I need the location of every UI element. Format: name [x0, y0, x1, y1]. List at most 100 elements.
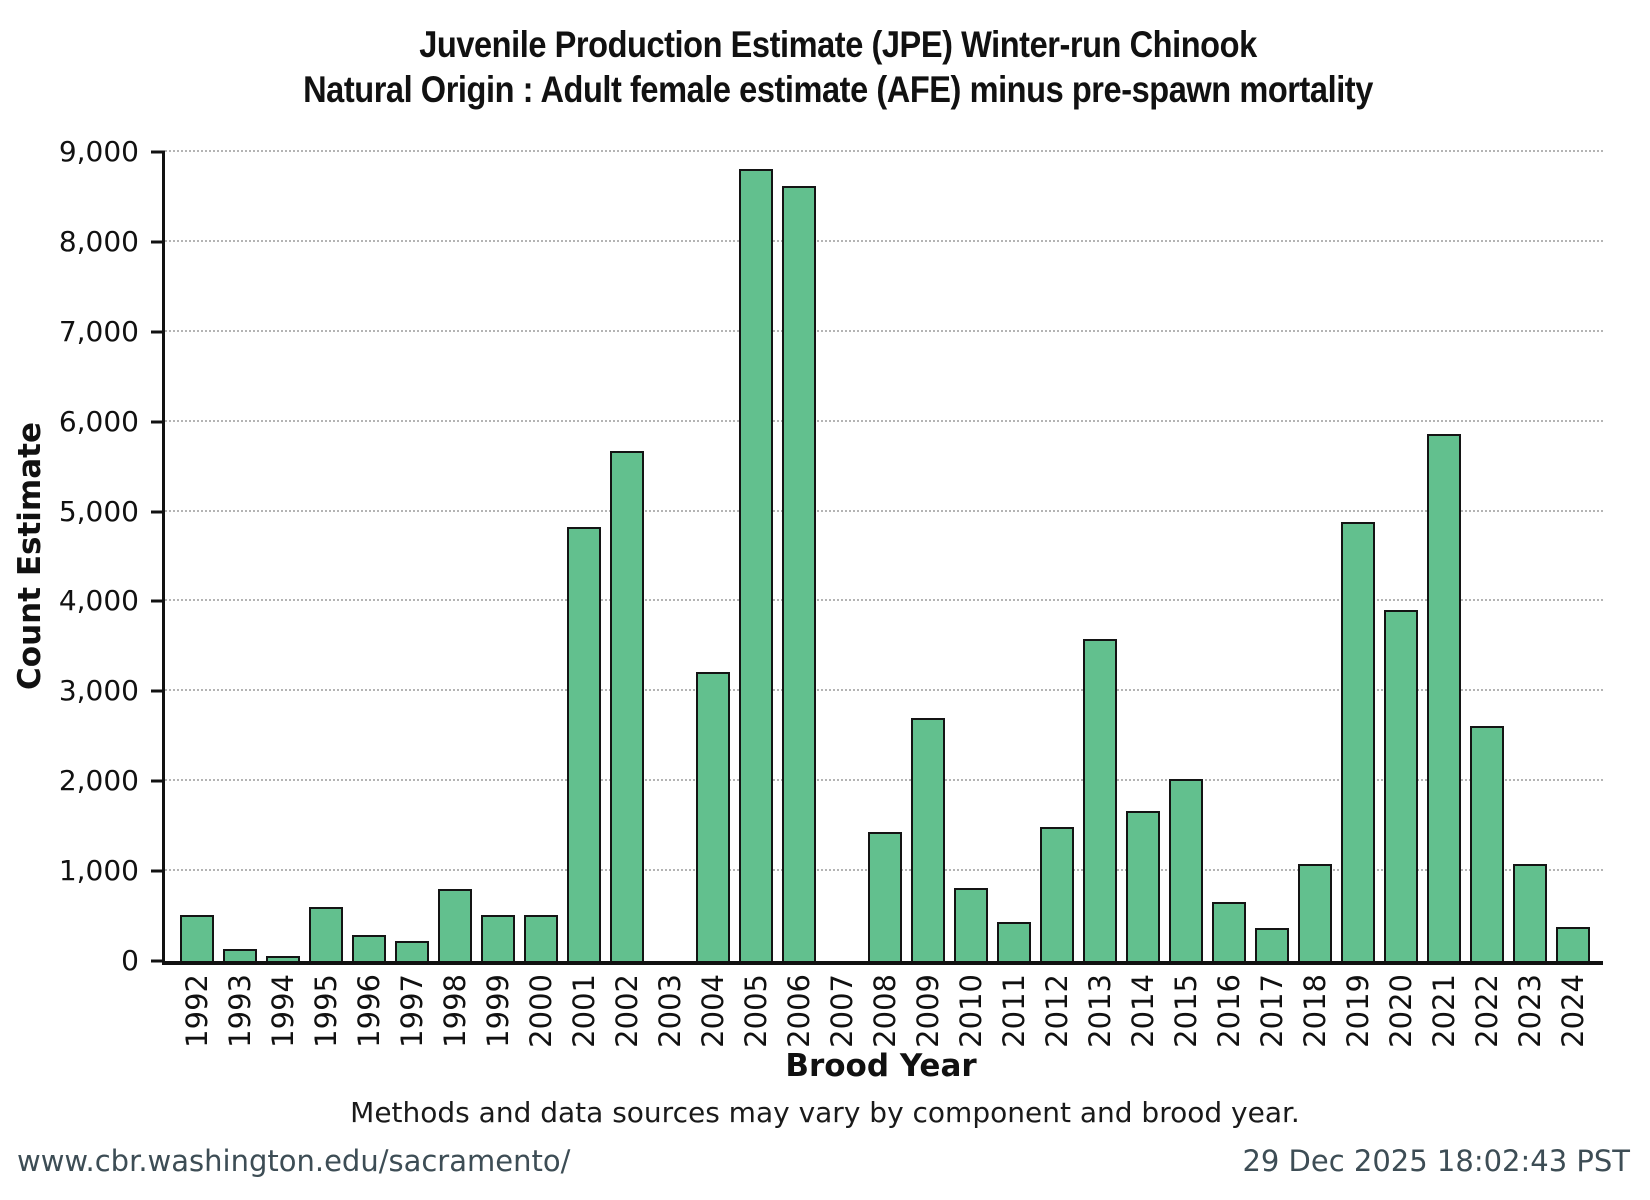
bar-2023 — [1512, 863, 1547, 961]
bar-1999 — [480, 915, 515, 961]
bar-2020 — [1383, 609, 1418, 961]
x-axis-label: Brood Year — [785, 1048, 977, 1084]
y-tick-label-9000: 9,000 — [58, 135, 139, 168]
bar-slot-2015 — [1164, 152, 1207, 961]
y-tick-label-0: 0 — [121, 944, 139, 977]
bar-2017 — [1254, 927, 1289, 961]
chart-title-line2: Natural Origin : Adult female estimate (… — [303, 69, 1373, 110]
bar-slot-2024 — [1551, 152, 1594, 961]
y-tick-mark-1000 — [151, 869, 165, 873]
x-tick-label-2001: 2001 — [566, 974, 601, 1048]
bar-slot-2013 — [1078, 152, 1121, 961]
bar-slot-2007 — [820, 152, 863, 961]
bar-slot-2006 — [777, 152, 820, 961]
x-tick-label-1996: 1996 — [351, 974, 386, 1048]
bar-2005 — [738, 169, 773, 961]
x-tick-label-2006: 2006 — [781, 974, 816, 1048]
x-tick-label-2008: 2008 — [867, 974, 902, 1048]
x-tick-label-2024: 2024 — [1555, 974, 1590, 1048]
bar-slot-2008 — [863, 152, 906, 961]
bar-1993 — [222, 949, 257, 961]
y-tick-mark-6000 — [151, 420, 165, 424]
x-tick-label-2003: 2003 — [652, 974, 687, 1048]
bar-2014 — [1125, 810, 1160, 961]
bar-2011 — [996, 922, 1031, 961]
footer-url: www.cbr.washington.edu/sacramento/ — [17, 1144, 571, 1178]
bar-slot-2016 — [1207, 152, 1250, 961]
bar-slot-1997 — [390, 152, 433, 961]
gridline-6000 — [165, 419, 1603, 422]
caption-text: Methods and data sources may vary by com… — [350, 1096, 1300, 1129]
x-tick-label-2015: 2015 — [1168, 974, 1203, 1048]
x-tick-label-2016: 2016 — [1211, 974, 1246, 1048]
bar-slot-1996 — [347, 152, 390, 961]
footer-timestamp: 29 Dec 2025 18:02:43 PST — [1242, 1144, 1630, 1178]
x-tick-label-2023: 2023 — [1512, 974, 1547, 1048]
bar-slot-2001 — [562, 152, 605, 961]
plot-area: 0 1,000 2,000 3,000 4,000 5,000 6,000 7,000 8,00… — [59, 138, 1603, 1048]
chart-title: Juvenile Production Estimate (JPE) Winte… — [101, 22, 1576, 112]
x-tick-label-2009: 2009 — [910, 974, 945, 1048]
x-tick-label-2002: 2002 — [609, 974, 644, 1048]
bar-slot-2014 — [1121, 152, 1164, 961]
bar-slot-2018 — [1293, 152, 1336, 961]
bar-slot-2000 — [519, 152, 562, 961]
bar-2015 — [1168, 778, 1203, 961]
x-tick-label-2018: 2018 — [1297, 974, 1332, 1048]
x-tick-label-2013: 2013 — [1082, 974, 1117, 1048]
bar-slot-2009 — [906, 152, 949, 961]
y-tick-mark-8000 — [151, 240, 165, 244]
y-tick-mark-0 — [151, 959, 165, 963]
bar-2024 — [1555, 926, 1590, 961]
y-tick-label-8000: 8,000 — [58, 224, 139, 258]
x-tick-label-1993: 1993 — [222, 974, 257, 1048]
bar-slot-1995 — [304, 152, 347, 961]
x-tick-label-1997: 1997 — [394, 974, 429, 1048]
bar-slot-2023 — [1508, 152, 1551, 961]
bar-2009 — [910, 718, 945, 961]
bar-2002 — [609, 451, 644, 961]
bar-slot-2021 — [1422, 152, 1465, 961]
bar-2016 — [1211, 901, 1246, 961]
bar-2004 — [695, 671, 730, 961]
bar-2006 — [781, 186, 816, 961]
x-tick-label-1998: 1998 — [437, 974, 472, 1048]
bar-2000 — [523, 915, 558, 961]
bar-2010 — [953, 888, 988, 961]
y-tick-label-4000: 4,000 — [58, 584, 139, 618]
y-tick-mark-7000 — [151, 330, 165, 334]
bar-slot-2011 — [992, 152, 1035, 961]
gridline-7000 — [165, 329, 1603, 332]
y-tick-label-5000: 5,000 — [58, 494, 139, 528]
bar-slot-2012 — [1035, 152, 1078, 961]
y-axis-label: Count Estimate — [12, 422, 48, 690]
gridline-5000 — [165, 509, 1603, 512]
y-tick-mark-3000 — [151, 689, 165, 693]
bar-2022 — [1469, 725, 1504, 961]
bar-2021 — [1426, 434, 1461, 961]
x-tick-label-2000: 2000 — [523, 974, 558, 1048]
bar-1994 — [265, 955, 300, 961]
gridline-8000 — [165, 239, 1603, 242]
bar-slot-2002 — [605, 152, 648, 961]
y-tick-label-1000: 1,000 — [58, 854, 139, 888]
bar-slot-1999 — [476, 152, 519, 961]
bar-2008 — [867, 831, 902, 961]
y-tick-label-2000: 2,000 — [58, 764, 139, 798]
x-tick-label-2010: 2010 — [953, 974, 988, 1048]
x-tick-label-2019: 2019 — [1340, 974, 1375, 1048]
gridline-3000 — [165, 689, 1603, 692]
bar-2001 — [566, 526, 601, 961]
bar-slot-1992 — [175, 152, 218, 961]
x-tick-label-2022: 2022 — [1469, 974, 1504, 1048]
bar-slot-1998 — [433, 152, 476, 961]
gridline-4000 — [165, 599, 1603, 602]
x-tick-label-2017: 2017 — [1254, 974, 1289, 1048]
bar-slot-2010 — [949, 152, 992, 961]
bar-slot-2004 — [691, 152, 734, 961]
x-tick-label-2021: 2021 — [1426, 974, 1461, 1048]
x-tick-label-2005: 2005 — [738, 974, 773, 1048]
gridline-9000 — [165, 150, 1603, 152]
bar-2019 — [1340, 522, 1375, 961]
